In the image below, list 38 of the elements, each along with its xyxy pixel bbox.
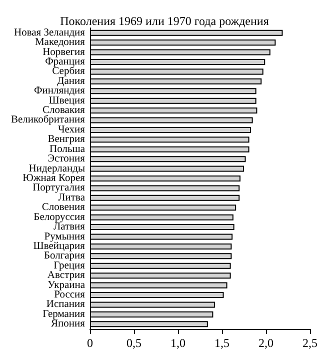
y-tick-label: Южная Корея <box>22 173 86 184</box>
x-tick-label: 2,0 <box>258 336 274 350</box>
chart-title: Поколения 1969 или 1970 года рождения <box>60 14 270 28</box>
y-tick-label: Болгария <box>44 250 86 262</box>
y-tick-label: Япония <box>51 318 86 330</box>
y-tick-label: Испания <box>46 299 86 310</box>
x-tick-label: 0,5 <box>126 336 142 350</box>
y-tick-label: Германия <box>42 308 86 320</box>
x-tick-label: 0 <box>86 336 93 350</box>
y-tick-label: Литва <box>58 192 86 204</box>
y-tick-label: Словакия <box>42 105 86 116</box>
x-tick-label: 2,5 <box>302 336 318 350</box>
y-tick-label: Украина <box>48 280 86 291</box>
y-tick-label: Венгрия <box>48 134 86 146</box>
y-tick-label: Новая Зеландия <box>14 27 86 38</box>
y-tick-label: Латвия <box>53 222 86 233</box>
y-tick-label: Македония <box>34 37 86 48</box>
y-tick-label: Румыния <box>44 231 86 242</box>
x-tick-label: 1,0 <box>170 336 186 350</box>
y-tick-label: Норвегия <box>42 46 86 58</box>
y-tick-label: Австрия <box>47 270 86 282</box>
y-tick-label: Белоруссия <box>34 212 86 223</box>
y-tick-label: Эстония <box>48 154 86 165</box>
y-tick-label: Россия <box>54 290 86 301</box>
y-tick-label: Нидерланды <box>28 163 85 174</box>
y-tick-label: Франция <box>45 56 86 68</box>
y-tick-label: Дания <box>57 76 86 87</box>
y-tick-label: Португалия <box>32 182 86 194</box>
y-tick-label: Швеция <box>48 95 86 106</box>
y-tick-label: Сербия <box>52 66 86 78</box>
x-tick-label: 1,5 <box>214 336 230 350</box>
y-tick-label: Чехия <box>58 124 86 136</box>
y-tick-label: Швейцария <box>33 240 86 252</box>
y-tick-label: Польша <box>50 144 86 155</box>
y-tick-label: Словения <box>42 202 86 214</box>
y-tick-label: Греция <box>54 260 86 272</box>
y-tick-label: Финляндия <box>34 86 86 97</box>
y-tick-label: Великобритания <box>10 114 86 126</box>
